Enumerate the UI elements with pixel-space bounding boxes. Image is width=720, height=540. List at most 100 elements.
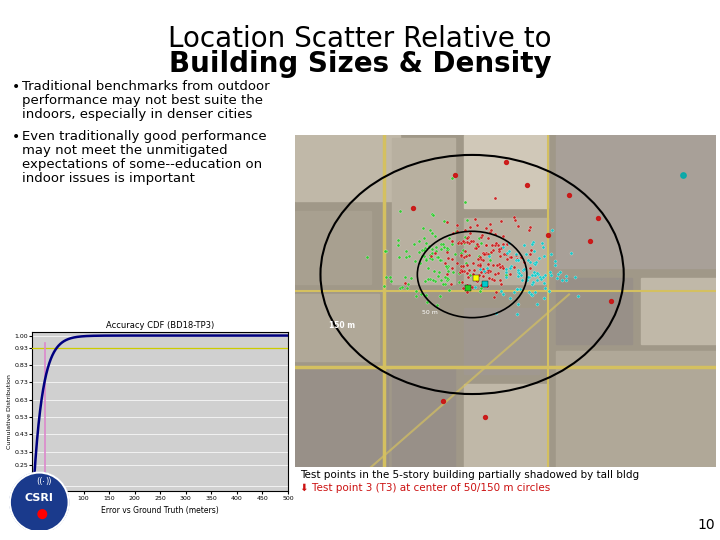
Point xyxy=(446,240,458,248)
Point xyxy=(419,277,431,286)
Text: ((: (( xyxy=(36,477,42,487)
Point xyxy=(446,174,458,183)
Point xyxy=(460,251,472,260)
Point xyxy=(529,260,541,268)
Point xyxy=(431,247,442,255)
Point xyxy=(433,267,444,276)
Point xyxy=(553,270,564,279)
Point xyxy=(475,284,487,292)
Circle shape xyxy=(10,472,68,532)
Text: performance may not best suite the: performance may not best suite the xyxy=(22,94,263,107)
Point xyxy=(495,217,506,225)
Point xyxy=(437,396,449,405)
Point xyxy=(443,275,454,284)
Point xyxy=(441,274,452,282)
Point xyxy=(473,233,485,242)
Point xyxy=(517,266,528,274)
Point xyxy=(410,287,422,295)
Point xyxy=(459,238,470,247)
Point xyxy=(474,260,486,268)
Point xyxy=(408,239,419,248)
Point xyxy=(484,252,495,261)
Point xyxy=(457,262,469,271)
Point xyxy=(475,233,487,241)
Point xyxy=(473,271,485,279)
Point xyxy=(521,276,533,285)
Point xyxy=(505,252,516,261)
Point xyxy=(532,269,544,278)
Point xyxy=(426,252,437,260)
Text: expectations of some--education on: expectations of some--education on xyxy=(22,158,262,171)
Bar xyxy=(295,211,371,285)
Point xyxy=(474,261,486,269)
Point xyxy=(523,287,535,296)
Text: Test points in the 5-story building partially shadowed by tall bldg: Test points in the 5-story building part… xyxy=(300,470,639,480)
Point xyxy=(415,289,426,298)
Point xyxy=(422,274,433,283)
Point xyxy=(421,297,433,306)
Point xyxy=(394,207,405,215)
Point xyxy=(510,249,522,258)
Point xyxy=(428,275,439,284)
Point xyxy=(482,260,494,268)
Point xyxy=(477,265,489,273)
Point xyxy=(526,271,538,280)
Point xyxy=(508,262,520,271)
Point xyxy=(448,268,459,276)
Point xyxy=(564,249,576,258)
Point xyxy=(462,272,474,281)
Point xyxy=(426,228,438,237)
Point xyxy=(441,243,452,252)
Point xyxy=(497,232,508,240)
Point xyxy=(504,293,516,302)
Point xyxy=(514,285,526,293)
Point xyxy=(435,276,446,285)
Point xyxy=(441,248,453,256)
Point xyxy=(455,248,467,257)
Point xyxy=(453,239,464,247)
Point xyxy=(481,281,492,290)
Point xyxy=(537,273,549,281)
Point xyxy=(456,267,467,275)
Point xyxy=(418,246,430,254)
Point xyxy=(441,269,453,278)
Point xyxy=(461,269,472,278)
Point xyxy=(422,264,433,272)
Text: 10: 10 xyxy=(697,518,715,532)
Point xyxy=(474,262,486,271)
Point xyxy=(557,275,568,284)
Point xyxy=(489,194,500,202)
Point xyxy=(495,280,506,288)
Point xyxy=(436,245,447,253)
Point xyxy=(472,261,483,269)
Point xyxy=(495,244,507,252)
Point xyxy=(441,246,453,254)
Point xyxy=(380,247,392,255)
Point xyxy=(477,255,489,264)
Point xyxy=(546,271,557,280)
Point xyxy=(479,280,490,289)
Point xyxy=(442,245,454,253)
Point xyxy=(432,252,444,261)
Point xyxy=(457,283,469,292)
Point xyxy=(512,256,523,265)
Point xyxy=(414,259,426,267)
Point xyxy=(677,171,688,179)
Point xyxy=(480,268,491,276)
Point xyxy=(491,261,503,269)
Text: CSRI: CSRI xyxy=(24,493,54,503)
Point xyxy=(526,240,537,248)
Point xyxy=(513,300,524,308)
Point xyxy=(456,262,467,271)
Point xyxy=(446,255,458,264)
Point xyxy=(462,234,473,243)
Point xyxy=(449,249,461,258)
Point xyxy=(454,269,465,278)
Point xyxy=(385,276,397,285)
Text: indoors, especially in denser cities: indoors, especially in denser cities xyxy=(22,108,253,121)
Point xyxy=(528,247,540,255)
Point xyxy=(456,278,467,287)
Point xyxy=(516,275,528,284)
Point xyxy=(552,274,563,282)
Point xyxy=(482,266,494,275)
